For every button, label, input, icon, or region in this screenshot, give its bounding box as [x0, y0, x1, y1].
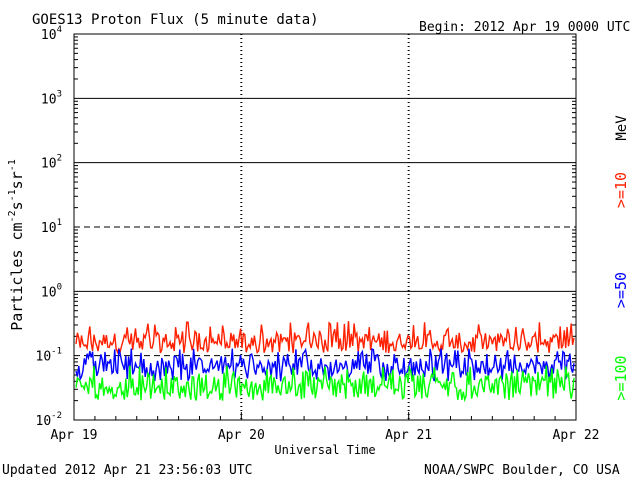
legend-series: >=10: [612, 172, 630, 208]
legend-series: >=100: [612, 355, 630, 400]
x-tick-label: Apr 21: [385, 428, 432, 443]
x-tick-labels: Apr 19 Apr 20 Apr 21 Apr 22: [51, 428, 600, 443]
y-tick-label: 100: [41, 282, 62, 300]
plot-frame: [73, 33, 577, 421]
y-tick-labels: 104 103 102 101 100 10-1 10-2: [36, 25, 63, 429]
chart-title: GOES13 Proton Flux (5 minute data): [32, 12, 319, 28]
series-line-100: [75, 365, 575, 403]
y-tick-label: 101: [41, 218, 62, 236]
series-line-50: [75, 347, 575, 382]
legend-unit: MeV: [614, 115, 630, 141]
y-tick-label: 104: [41, 25, 62, 43]
series-legend: MeV >=10 >=50 >=100: [612, 115, 630, 401]
x-tick-label: Apr 20: [218, 428, 265, 443]
y-axis-label: Particles cm-2s-1sr-1: [7, 159, 26, 331]
legend-series: >=50: [612, 272, 630, 308]
series-line-10: [75, 321, 575, 355]
y-tick-label: 102: [41, 154, 62, 172]
x-tick-label: Apr 22: [553, 428, 600, 443]
y-tick-label: 103: [41, 89, 62, 107]
y-tick-label: 10-1: [36, 347, 63, 365]
x-tick-label: Apr 19: [51, 428, 98, 443]
begin-label: Begin: 2012 Apr 19 0000 UTC: [419, 20, 630, 35]
x-axis-label: Universal Time: [274, 443, 375, 457]
footer-source: NOAA/SWPC Boulder, CO USA: [424, 463, 620, 478]
y-tick-label: 10-2: [36, 411, 63, 429]
footer-updated: Updated 2012 Apr 21 23:56:03 UTC: [2, 463, 252, 478]
series-layer: [75, 321, 575, 403]
